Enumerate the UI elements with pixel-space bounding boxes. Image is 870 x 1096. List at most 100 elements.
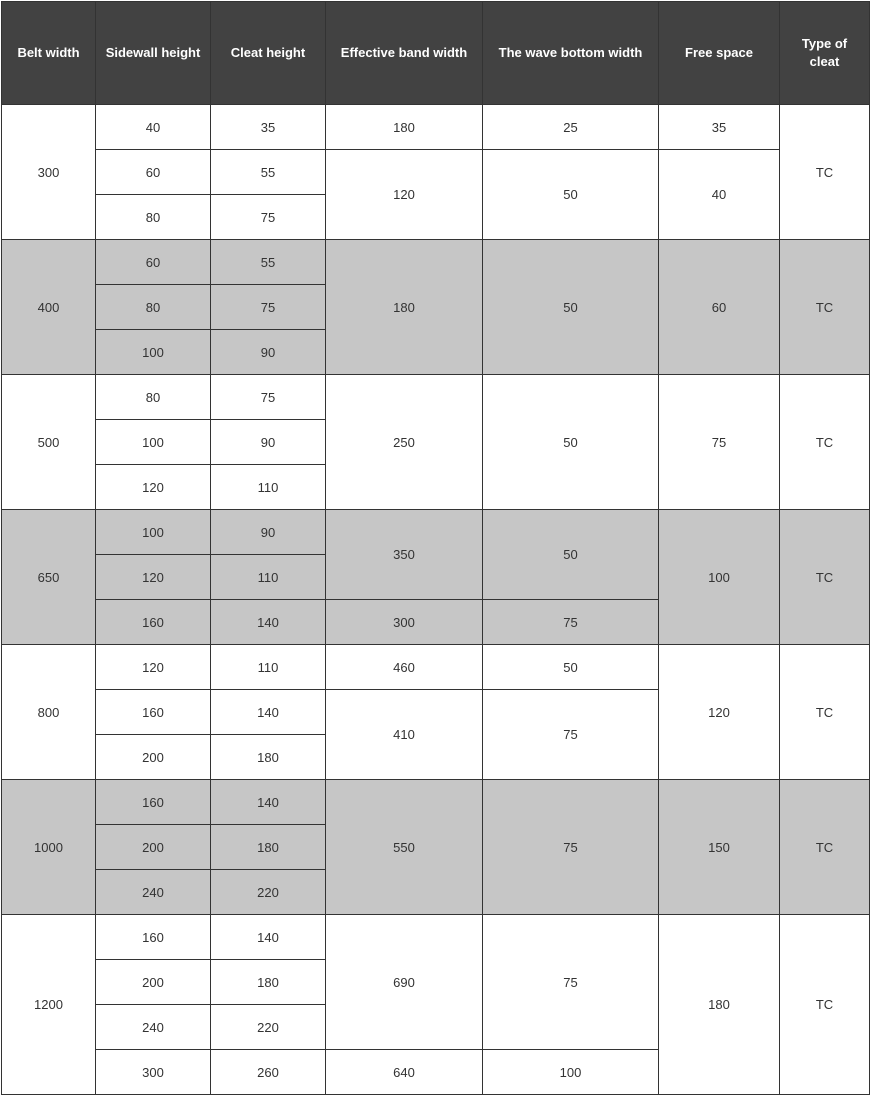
table-row: 60 55 120 50 40 xyxy=(2,150,870,195)
col-free-space: Free space xyxy=(659,2,780,105)
col-belt-width: Belt width xyxy=(2,2,96,105)
cell-cleat-height: 90 xyxy=(211,510,326,555)
cell-cleat-height: 55 xyxy=(211,240,326,285)
cell-effective-band-width: 180 xyxy=(326,105,483,150)
cell-sidewall-height: 200 xyxy=(96,825,211,870)
cell-cleat-height: 75 xyxy=(211,375,326,420)
cell-sidewall-height: 200 xyxy=(96,735,211,780)
cell-cleat-height: 180 xyxy=(211,960,326,1005)
cell-effective-band-width: 550 xyxy=(326,780,483,915)
cell-sidewall-height: 160 xyxy=(96,915,211,960)
cell-wave-bottom-width: 100 xyxy=(483,1050,659,1095)
cell-wave-bottom-width: 75 xyxy=(483,600,659,645)
table-row: 400 60 55 180 50 60 TC xyxy=(2,240,870,285)
cell-sidewall-height: 40 xyxy=(96,105,211,150)
col-effective-band-width: Effective band width xyxy=(326,2,483,105)
cell-sidewall-height: 80 xyxy=(96,285,211,330)
cell-belt-width: 1000 xyxy=(2,780,96,915)
cell-belt-width: 300 xyxy=(2,105,96,240)
cell-sidewall-height: 120 xyxy=(96,645,211,690)
cell-effective-band-width: 120 xyxy=(326,150,483,240)
table-row: 300 40 35 180 25 35 TC xyxy=(2,105,870,150)
cell-cleat-height: 140 xyxy=(211,600,326,645)
cell-wave-bottom-width: 50 xyxy=(483,510,659,600)
cell-belt-width: 400 xyxy=(2,240,96,375)
cell-sidewall-height: 120 xyxy=(96,555,211,600)
cell-free-space: 120 xyxy=(659,645,780,780)
cell-type-of-cleat: TC xyxy=(780,105,870,240)
cell-cleat-height: 140 xyxy=(211,780,326,825)
cell-sidewall-height: 160 xyxy=(96,690,211,735)
cell-effective-band-width: 460 xyxy=(326,645,483,690)
cell-free-space: 180 xyxy=(659,915,780,1095)
cell-free-space: 75 xyxy=(659,375,780,510)
cell-belt-width: 500 xyxy=(2,375,96,510)
cell-sidewall-height: 200 xyxy=(96,960,211,1005)
cell-cleat-height: 110 xyxy=(211,645,326,690)
cell-sidewall-height: 160 xyxy=(96,780,211,825)
cell-wave-bottom-width: 25 xyxy=(483,105,659,150)
table-row: 800 120 110 460 50 120 TC xyxy=(2,645,870,690)
cell-free-space: 150 xyxy=(659,780,780,915)
cell-wave-bottom-width: 50 xyxy=(483,375,659,510)
cell-belt-width: 800 xyxy=(2,645,96,780)
cell-free-space: 60 xyxy=(659,240,780,375)
cell-cleat-height: 220 xyxy=(211,870,326,915)
cell-effective-band-width: 250 xyxy=(326,375,483,510)
cell-cleat-height: 110 xyxy=(211,555,326,600)
col-type-of-cleat: Type of cleat xyxy=(780,2,870,105)
cell-cleat-height: 90 xyxy=(211,420,326,465)
cell-wave-bottom-width: 50 xyxy=(483,240,659,375)
table-row: 500 80 75 250 50 75 TC xyxy=(2,375,870,420)
cell-sidewall-height: 100 xyxy=(96,420,211,465)
cell-effective-band-width: 300 xyxy=(326,600,483,645)
cell-free-space: 40 xyxy=(659,150,780,240)
cell-cleat-height: 180 xyxy=(211,735,326,780)
cell-effective-band-width: 410 xyxy=(326,690,483,780)
cell-cleat-height: 260 xyxy=(211,1050,326,1095)
cell-free-space: 35 xyxy=(659,105,780,150)
cell-cleat-height: 180 xyxy=(211,825,326,870)
cell-effective-band-width: 690 xyxy=(326,915,483,1050)
cell-sidewall-height: 240 xyxy=(96,1005,211,1050)
cell-effective-band-width: 180 xyxy=(326,240,483,375)
cell-wave-bottom-width: 50 xyxy=(483,150,659,240)
cell-effective-band-width: 350 xyxy=(326,510,483,600)
cell-effective-band-width: 640 xyxy=(326,1050,483,1095)
cell-sidewall-height: 60 xyxy=(96,150,211,195)
cell-type-of-cleat: TC xyxy=(780,375,870,510)
col-cleat-height: Cleat height xyxy=(211,2,326,105)
cell-sidewall-height: 100 xyxy=(96,330,211,375)
cell-type-of-cleat: TC xyxy=(780,510,870,645)
cell-type-of-cleat: TC xyxy=(780,915,870,1095)
cell-cleat-height: 140 xyxy=(211,690,326,735)
cell-belt-width: 1200 xyxy=(2,915,96,1095)
cell-belt-width: 650 xyxy=(2,510,96,645)
table-body: 300 40 35 180 25 35 TC 60 55 120 50 40 8… xyxy=(2,105,870,1095)
cell-type-of-cleat: TC xyxy=(780,780,870,915)
cell-type-of-cleat: TC xyxy=(780,240,870,375)
cell-cleat-height: 140 xyxy=(211,915,326,960)
header-row: Belt width Sidewall height Cleat height … xyxy=(2,2,870,105)
cell-sidewall-height: 240 xyxy=(96,870,211,915)
cell-wave-bottom-width: 75 xyxy=(483,690,659,780)
cell-wave-bottom-width: 75 xyxy=(483,915,659,1050)
cell-wave-bottom-width: 50 xyxy=(483,645,659,690)
cell-cleat-height: 90 xyxy=(211,330,326,375)
col-sidewall-height: Sidewall height xyxy=(96,2,211,105)
cell-sidewall-height: 100 xyxy=(96,510,211,555)
cell-type-of-cleat: TC xyxy=(780,645,870,780)
cell-sidewall-height: 60 xyxy=(96,240,211,285)
col-wave-bottom-width: The wave bottom width xyxy=(483,2,659,105)
table-row: 1200 160 140 690 75 180 TC xyxy=(2,915,870,960)
cell-cleat-height: 110 xyxy=(211,465,326,510)
spec-table: Belt width Sidewall height Cleat height … xyxy=(1,1,870,1095)
cell-cleat-height: 220 xyxy=(211,1005,326,1050)
cell-sidewall-height: 160 xyxy=(96,600,211,645)
cell-sidewall-height: 300 xyxy=(96,1050,211,1095)
cell-cleat-height: 35 xyxy=(211,105,326,150)
cell-sidewall-height: 120 xyxy=(96,465,211,510)
table-row: 650 100 90 350 50 100 TC xyxy=(2,510,870,555)
cell-sidewall-height: 80 xyxy=(96,195,211,240)
cell-sidewall-height: 80 xyxy=(96,375,211,420)
